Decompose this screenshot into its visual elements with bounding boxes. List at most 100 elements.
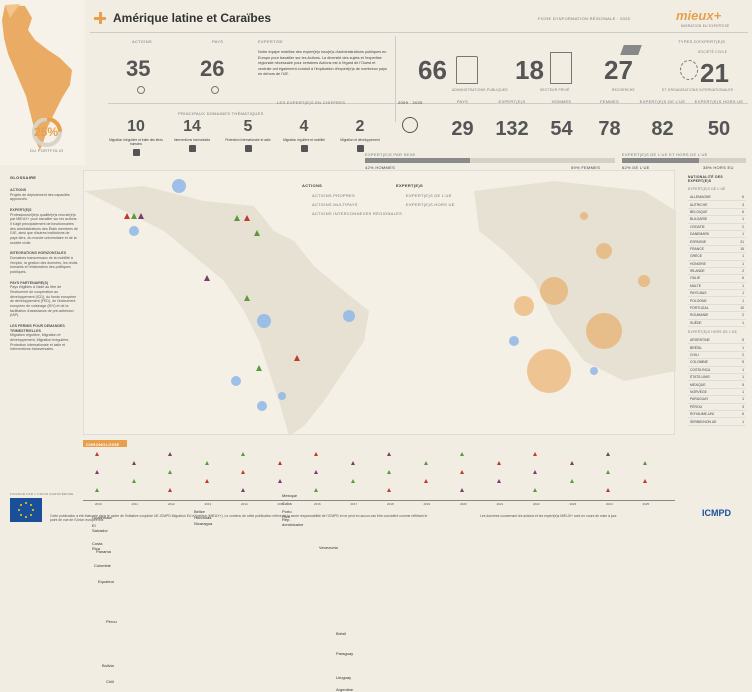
nationality-country: DANEMARK — [690, 232, 710, 237]
expert-col: HOMMES 54 — [539, 99, 584, 141]
nationality-count: 2 — [742, 224, 744, 229]
type-private-label: SECTEUR PRIVÉ — [540, 88, 570, 92]
nationality-count: 6 — [742, 276, 744, 281]
type-civil-label: ET ORGANISATIONS INTERNATIONALES — [662, 88, 734, 92]
glossary-item-text: Pays éligibles à l'aide au titre de l'in… — [10, 285, 77, 318]
nationality-count: 1 — [742, 375, 744, 380]
timeline-action-marker — [131, 461, 136, 465]
timeline-action-marker — [350, 461, 355, 465]
timeline-year: 2020 — [460, 502, 467, 506]
glossary-item-text: Migration régulière, Migration et dévelo… — [10, 333, 70, 352]
timeline-action-marker — [496, 461, 501, 465]
nationality-country: ROUMANIE — [690, 313, 709, 318]
country-label: Honduras — [194, 515, 212, 520]
nationality-country: ÉTATS-UNIS — [690, 375, 710, 380]
expert-col-value: 50 — [707, 118, 731, 140]
nationality-count: 1 — [742, 397, 744, 402]
country-label: Panama — [96, 549, 111, 554]
nationality-country: MALTE — [690, 283, 702, 288]
nationality-country: HONGRIE — [690, 261, 706, 266]
nationality-row: BELGIQUE 6 — [688, 209, 746, 217]
nationality-count: 6 — [742, 209, 744, 214]
nationality-country: PORTUGAL — [690, 306, 709, 311]
nationality-row: CROATIE 2 — [688, 224, 746, 231]
expert-col: EXPERT(E)S HORS UE 50 — [693, 99, 745, 141]
nationality-row: POLOGNE 1 — [688, 297, 746, 305]
percentage-value: 25% — [34, 125, 59, 139]
horizontal-icon — [188, 145, 196, 152]
actions-value: 35 — [126, 56, 151, 81]
noneu-subtitle: EXPERT(E)S HORS DE L'UE — [688, 330, 738, 335]
legend-expert-item: EXPERT(E)S DE L'UE — [406, 193, 452, 198]
nationality-country: BRÉSIL — [690, 345, 703, 350]
nationality-row: ROYAUME-UNI 6 — [688, 411, 746, 419]
nationality-row: SUÈDE 1 — [688, 320, 746, 328]
type-public-value: 66 — [418, 55, 447, 85]
divider-v1 — [395, 36, 396, 122]
expert-col: EXPERT(E)S 132 — [488, 99, 536, 141]
legend-actions-title: ACTIONS — [302, 183, 323, 188]
origin-bar — [622, 158, 746, 163]
timeline-body: 2010 2011 2012 2013 2014 2015 2016 2017 2018 2019… — [83, 448, 675, 506]
legend-experts-title: EXPERT(E)S — [396, 183, 424, 188]
timeline-action-marker — [241, 452, 245, 456]
legend-action-item: ACTIONS MULTIPAYS — [312, 202, 358, 207]
country-label: Argentine — [336, 687, 354, 692]
type-research-value: 27 — [604, 55, 633, 85]
timeline-action-marker — [204, 479, 209, 483]
timeline-action-marker — [277, 461, 282, 465]
expert-col: FEMMES 78 — [587, 99, 632, 141]
timeline-year: 2015 — [277, 502, 285, 506]
world-map: ACTIONS ACTIONS PROPRES ACTIONS MULTIPAY… — [83, 170, 676, 692]
expert-col-label: EXPERT(E)S HORS UE — [694, 99, 744, 104]
country-label: Uruguay — [336, 675, 352, 680]
domain-label: Migration régulière et mobilité — [283, 138, 325, 142]
actions-label: ACTIONS — [132, 39, 152, 44]
glossary-item: PAYS PARTENAIRE(S) Pays éligibles à l'ai… — [10, 281, 78, 318]
divider-h1 — [108, 103, 748, 104]
region-minimap — [0, 0, 85, 165]
skyscraper-icon — [550, 52, 572, 84]
type-civil-top-label: SOCIÉTÉ CIVILE — [698, 50, 728, 54]
nationality-country: COSTA RICA — [690, 367, 711, 372]
country-label: Chili — [106, 679, 114, 684]
page-title: Amérique latine et Caraïbes — [113, 11, 272, 25]
nationality-count: 2 — [742, 313, 744, 318]
type-civil-value: 21 — [700, 58, 729, 88]
expertise-text: Notre équipe mobilise des expert(e)s iss… — [258, 50, 387, 76]
nationality-row: SERBIE/NON UE 1 — [688, 418, 746, 426]
timeline-year: 2019 — [423, 502, 431, 506]
timeline-action-marker — [642, 479, 647, 483]
expert-col: PAYS 29 — [440, 99, 485, 141]
nationality-count: 3 — [742, 202, 744, 207]
eu-nationality-list: ALLEMAGNE 6 AUTRICHE 3 BELGIQUE 6 BULGARIE 1 CRO… — [688, 194, 746, 328]
timeline-year: 2011 — [131, 502, 138, 506]
domain-label: Protection internationale et asile — [225, 138, 271, 142]
country-label: Mexique — [282, 493, 298, 498]
nationality-country: POLOGNE — [690, 298, 707, 303]
timeline-action-marker — [460, 452, 464, 456]
icmpd-logo: ICMPD — [702, 508, 731, 518]
nationality-count: 1 — [742, 320, 744, 325]
expert-col-label: EXPERT(E)S — [498, 99, 526, 104]
header-accent-icon — [94, 12, 106, 24]
timeline-action-marker — [533, 470, 537, 474]
handcuffs-icon — [132, 149, 140, 156]
timeline-action-marker — [95, 470, 99, 474]
timeline-action-marker — [387, 488, 391, 492]
domains-row: 10 Migration irrégulière et traite des ê… — [108, 118, 388, 168]
mobility-icon — [300, 145, 308, 152]
nationality-count: 1 — [742, 217, 744, 222]
timeline-action-marker — [642, 461, 647, 465]
timeline-action-marker — [460, 470, 464, 474]
brand-subtext: migration EU expertise — [681, 24, 730, 28]
expert-col-label: FEMMES — [600, 99, 619, 104]
timeline-action-marker — [423, 461, 428, 465]
nationality-count: 1 — [742, 298, 744, 303]
type-research-label: RECHERCHE — [612, 88, 635, 92]
timeline-year: 2017 — [350, 502, 358, 506]
glossary-item-text: Professionnel(le)s qualifié(e)s recruté(… — [10, 212, 78, 245]
nationality-country: PÉROU — [690, 404, 703, 409]
timeline-action-marker — [569, 479, 574, 483]
glossary-item-text: Domaines transversaux de la mobilité à l… — [10, 256, 78, 275]
